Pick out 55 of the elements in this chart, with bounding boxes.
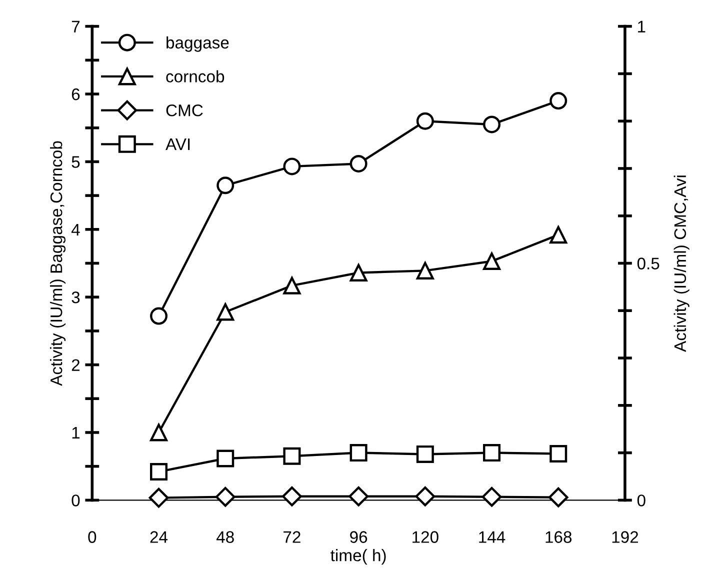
x-tick-label: 192 — [612, 531, 638, 543]
legend-label: corncob — [166, 70, 224, 82]
y-tick-label: 7 — [72, 20, 80, 32]
y-tick-label: 1 — [72, 427, 80, 439]
point — [283, 158, 301, 176]
point — [282, 486, 302, 506]
point — [416, 112, 434, 130]
point — [150, 307, 168, 325]
point — [216, 303, 234, 321]
point — [348, 486, 369, 506]
point — [416, 262, 434, 280]
x-tick-label: 72 — [284, 531, 300, 543]
point — [550, 444, 568, 462]
point — [216, 176, 234, 194]
x-tick-label: 48 — [216, 531, 234, 543]
point — [350, 154, 368, 172]
point — [483, 444, 501, 462]
x-tick-label: 24 — [150, 531, 168, 543]
x-tick-label: 120 — [412, 531, 438, 543]
y-tick-label: 5 — [72, 156, 80, 168]
legend-label: AVI — [166, 138, 190, 150]
point — [548, 487, 568, 508]
point — [483, 116, 501, 134]
y2-axis-title: Activity (IU/ml) CMC,Avi — [674, 176, 690, 352]
point — [150, 424, 168, 442]
point — [215, 486, 236, 507]
y-tick-label: 6 — [72, 88, 80, 100]
legend-label: baggase — [166, 36, 229, 52]
y-tick-label: 2 — [72, 359, 80, 371]
y2-tick-label: 0 — [637, 494, 646, 506]
point — [415, 486, 436, 506]
point — [350, 264, 368, 282]
point — [550, 92, 568, 110]
y2-tick-label: 0.5 — [637, 258, 660, 270]
x-tick-label: 0 — [88, 531, 96, 543]
y-tick-label: 3 — [72, 291, 80, 304]
point — [483, 252, 501, 270]
point — [148, 488, 169, 508]
point — [216, 450, 234, 468]
point — [150, 462, 168, 480]
point — [416, 445, 434, 463]
point — [550, 226, 568, 244]
x-axis-title: time( h) — [330, 549, 386, 565]
y2-tick-label: 1 — [638, 20, 646, 32]
point — [283, 276, 301, 294]
point — [283, 447, 301, 465]
y-tick-label: 4 — [71, 224, 80, 236]
x-tick-label: 168 — [546, 531, 572, 543]
y-axis-title: Activity (IU/ml) Baggase,Corncob — [50, 141, 66, 386]
y-tick-label: 0 — [72, 494, 80, 506]
point — [350, 444, 368, 462]
point — [482, 486, 502, 507]
x-tick-label: 144 — [479, 531, 506, 543]
legend-label: CMC — [166, 104, 203, 116]
x-tick-label: 96 — [350, 531, 368, 543]
